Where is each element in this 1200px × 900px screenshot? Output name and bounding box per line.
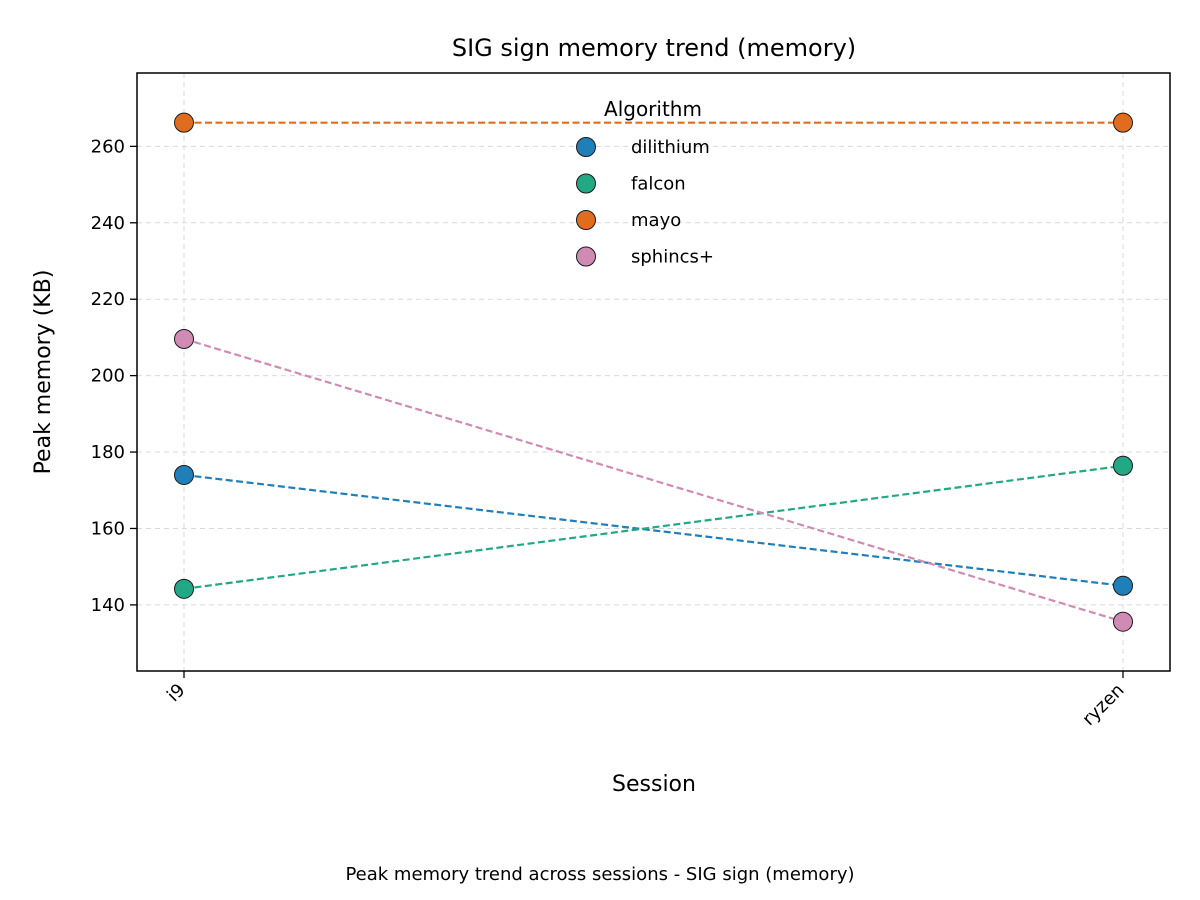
y-tick-label: 260	[91, 136, 125, 157]
series-line	[183, 464, 1124, 590]
series-line	[183, 337, 1124, 623]
data-point	[1113, 455, 1133, 476]
legend-title: Algorithm	[604, 97, 702, 121]
grid	[137, 73, 1170, 671]
x-axis: i9 ryzen	[163, 671, 1129, 730]
legend-marker	[576, 173, 596, 194]
x-tick-label: i9	[163, 680, 189, 706]
figure-caption: Peak memory trend across sessions - SIG …	[345, 864, 855, 885]
y-tick-label: 240	[91, 213, 125, 234]
series-lines	[183, 121, 1124, 623]
legend-label: sphincs+	[631, 247, 714, 268]
y-tick-label: 220	[91, 289, 125, 310]
data-point	[174, 578, 194, 599]
y-tick-label: 160	[91, 518, 125, 539]
legend-marker	[576, 210, 596, 230]
x-tick-label: ryzen	[1078, 680, 1128, 730]
series-line	[183, 473, 1124, 587]
y-tick-label: 140	[91, 595, 125, 616]
legend-marker	[576, 246, 596, 267]
data-point	[174, 464, 194, 485]
data-point	[174, 328, 194, 349]
legend-label: dilithium	[631, 137, 710, 158]
chart-title: SIG sign memory trend (memory)	[452, 34, 856, 62]
y-tick-label: 200	[91, 366, 125, 387]
y-axis-label: Peak memory (KB)	[31, 270, 56, 475]
data-point	[1113, 112, 1133, 133]
legend: Algorithm dilithium falcon mayo sphincs+	[576, 97, 714, 268]
legend-marker	[576, 137, 596, 157]
y-axis: 140 160 180 200 220 240 260	[91, 136, 137, 616]
data-point	[1113, 611, 1133, 632]
data-point	[1113, 575, 1133, 596]
data-point	[174, 112, 194, 133]
legend-label: falcon	[631, 174, 686, 195]
x-axis-label: Session	[612, 772, 696, 797]
y-tick-label: 180	[91, 442, 125, 463]
series-points	[174, 112, 1133, 632]
plot-area-frame	[136, 72, 1171, 672]
legend-label: mayo	[631, 210, 681, 231]
